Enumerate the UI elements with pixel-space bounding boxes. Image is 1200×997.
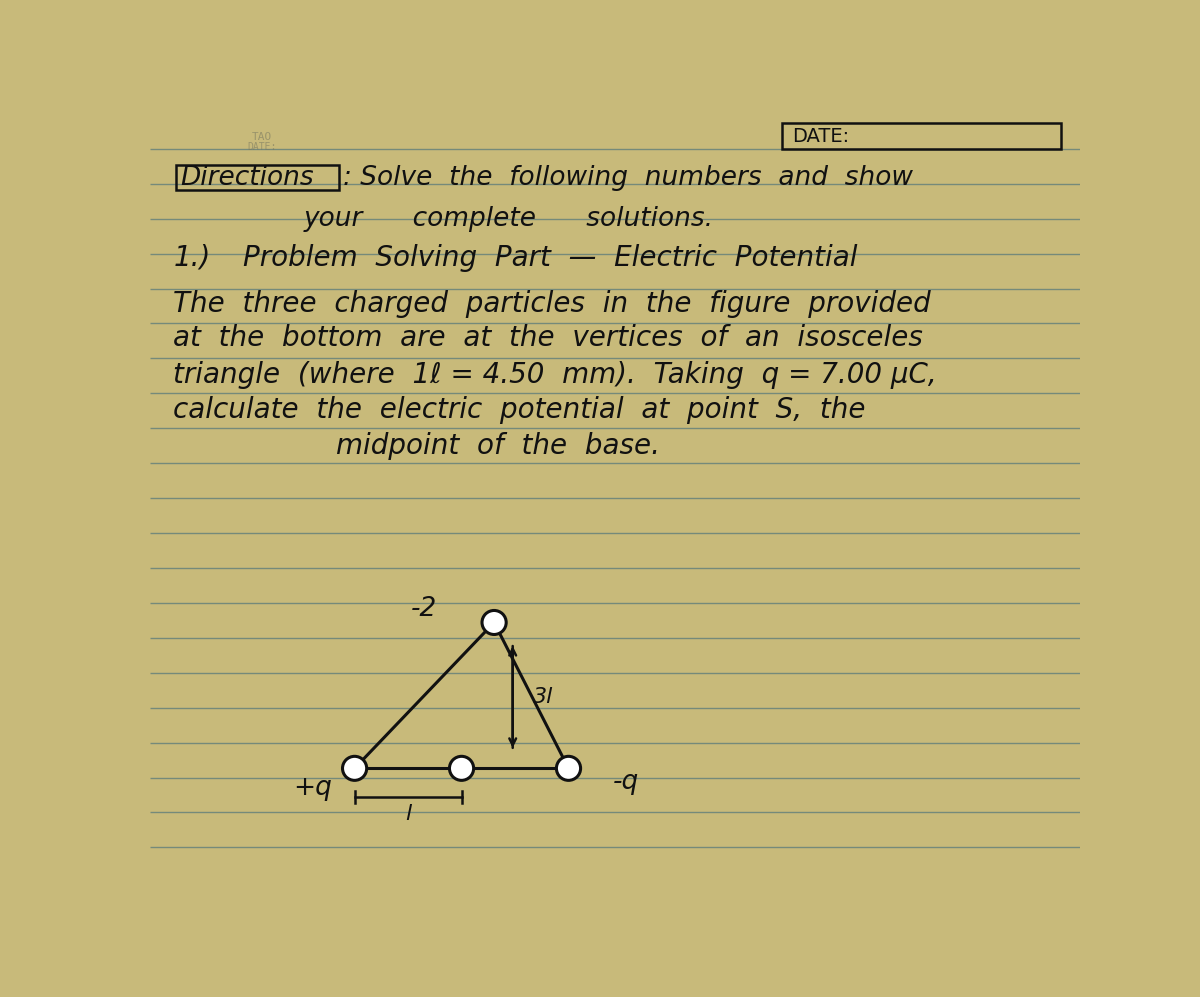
Text: Problem  Solving  Part  —  Electric  Potential: Problem Solving Part — Electric Potentia… xyxy=(242,244,858,272)
Text: Directions: Directions xyxy=(181,165,314,190)
Text: -2: -2 xyxy=(412,595,438,622)
Text: l: l xyxy=(406,804,412,824)
Ellipse shape xyxy=(482,610,506,634)
Text: +q: +q xyxy=(293,775,332,801)
Text: DATE:: DATE: xyxy=(792,127,848,146)
Text: 3l: 3l xyxy=(533,687,553,707)
Bar xyxy=(782,124,1062,149)
Text: triangle  (where  1ℓ = 4.50  mm).  Taking  q = 7.00 μC,: triangle (where 1ℓ = 4.50 mm). Taking q … xyxy=(173,361,937,389)
Text: DATE:: DATE: xyxy=(247,142,276,152)
Text: The  three  charged  particles  in  the  figure  provided: The three charged particles in the figur… xyxy=(173,290,931,318)
Ellipse shape xyxy=(342,757,367,781)
Ellipse shape xyxy=(557,757,581,781)
Text: 1.): 1.) xyxy=(173,244,211,272)
Text: : Solve  the  following  numbers  and  show: : Solve the following numbers and show xyxy=(343,165,913,190)
Bar xyxy=(176,165,338,190)
Text: TAO: TAO xyxy=(252,133,271,143)
Text: calculate  the  electric  potential  at  point  S,  the: calculate the electric potential at poin… xyxy=(173,396,865,424)
Text: -q: -q xyxy=(613,769,640,796)
Text: at  the  bottom  are  at  the  vertices  of  an  isosceles: at the bottom are at the vertices of an … xyxy=(173,324,923,352)
Text: midpoint  of  the  base.: midpoint of the base. xyxy=(336,432,660,460)
Text: your      complete      solutions.: your complete solutions. xyxy=(304,206,714,232)
Ellipse shape xyxy=(450,757,474,781)
